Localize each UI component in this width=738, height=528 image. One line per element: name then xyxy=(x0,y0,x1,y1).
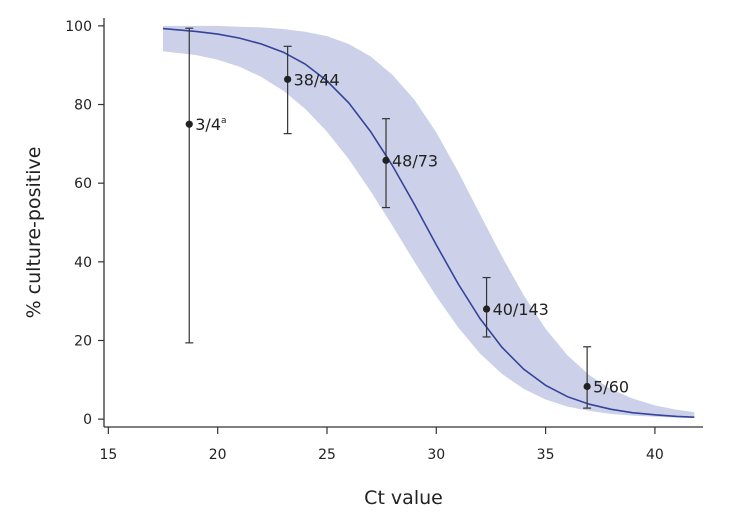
y-tick-label: 20 xyxy=(74,333,92,349)
y-tick-label: 60 xyxy=(74,176,92,192)
x-axis-title: Ct value xyxy=(364,487,443,509)
x-tick-label: 35 xyxy=(537,447,555,463)
y-tick-label: 100 xyxy=(65,19,92,35)
confidence-band xyxy=(163,25,695,419)
point-label: 3/4a xyxy=(195,115,226,134)
y-axis-ticks: 0 20 40 60 80 100 xyxy=(65,19,104,428)
y-tick-label: 80 xyxy=(74,98,92,114)
x-axis-ticks: 15 20 25 30 35 40 xyxy=(99,427,664,463)
axes xyxy=(103,18,703,428)
point-label: 5/60 xyxy=(593,377,629,396)
x-tick-label: 15 xyxy=(99,447,117,463)
data-point xyxy=(185,120,193,128)
data-point xyxy=(382,156,390,164)
fitted-curve-layer xyxy=(162,27,695,418)
point-label-footnote: a xyxy=(221,116,227,126)
x-tick-label: 30 xyxy=(427,447,445,463)
x-tick-label: 40 xyxy=(646,447,664,463)
point-label: 48/73 xyxy=(392,151,438,170)
confidence-band-layer xyxy=(163,25,695,419)
data-point xyxy=(482,305,491,313)
point-label: 38/44 xyxy=(294,70,340,89)
data-points-layer xyxy=(185,75,591,391)
data-point xyxy=(284,75,292,83)
y-axis-title: % culture-positive xyxy=(23,147,45,319)
data-point xyxy=(583,382,591,391)
y-tick-label: 0 xyxy=(83,412,92,428)
y-tick-label: 40 xyxy=(74,255,92,271)
x-tick-label: 25 xyxy=(318,447,336,463)
point-label: 40/143 xyxy=(493,300,549,319)
point-labels-layer: 3/4a 38/44 48/73 40/143 5/60 xyxy=(195,70,629,396)
x-tick-label: 20 xyxy=(209,447,227,463)
fitted-curve xyxy=(162,27,695,418)
